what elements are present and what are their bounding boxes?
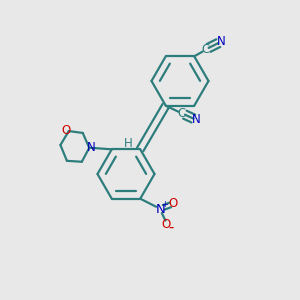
- Text: O: O: [161, 218, 171, 231]
- Text: O: O: [169, 197, 178, 210]
- Text: C: C: [177, 107, 185, 120]
- Text: C: C: [202, 43, 210, 56]
- Text: O: O: [61, 124, 70, 137]
- Text: H: H: [124, 137, 133, 150]
- Text: N: N: [217, 35, 226, 48]
- Text: N: N: [192, 113, 201, 126]
- Text: +: +: [161, 200, 168, 209]
- Text: N: N: [87, 141, 96, 154]
- Text: N: N: [156, 203, 166, 216]
- Text: -: -: [168, 220, 173, 235]
